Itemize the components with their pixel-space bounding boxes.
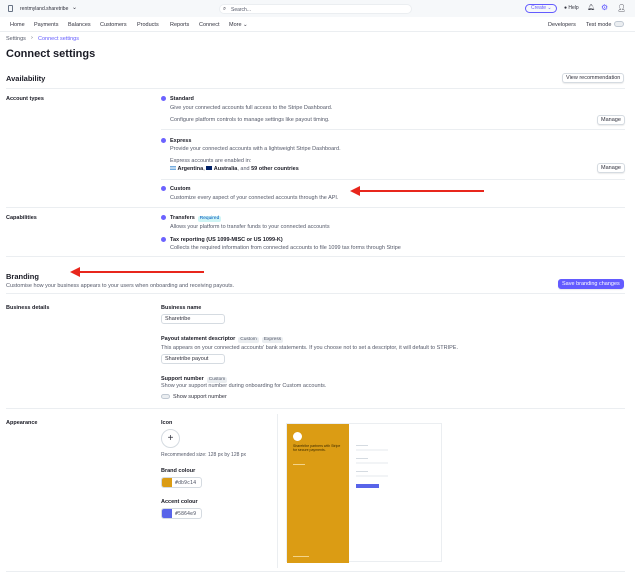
tax-desc: Collects the required information from c… bbox=[170, 245, 401, 251]
custom-badge: Custom bbox=[206, 377, 228, 383]
nav-customers[interactable]: Customers bbox=[100, 22, 127, 28]
brand-colour-input[interactable]: #db9c14 bbox=[161, 477, 202, 488]
business-details-label: Business details bbox=[6, 305, 50, 311]
custom-desc: Customize every aspect of your connected… bbox=[170, 195, 339, 201]
page-title: Connect settings bbox=[6, 48, 96, 60]
breadcrumb-current[interactable]: Connect settings bbox=[38, 36, 79, 42]
express-countries: Argentina, Australia, and 59 other count… bbox=[170, 166, 299, 172]
appearance-label: Appearance bbox=[6, 420, 38, 426]
create-button[interactable]: Create ⌄ bbox=[525, 4, 557, 13]
payout-desc: This appears on your connected accounts'… bbox=[161, 345, 458, 351]
business-name-label: Business name bbox=[161, 305, 202, 311]
brand-colour-label: Brand colour bbox=[161, 468, 196, 474]
divider bbox=[6, 293, 625, 294]
standard-title: Standard bbox=[170, 96, 194, 102]
account-switcher[interactable]: rentmyland.sharetribe bbox=[20, 6, 69, 12]
user-icon[interactable]: 👤︎ bbox=[617, 5, 626, 12]
nav-payments[interactable]: Payments bbox=[34, 22, 59, 28]
other-countries-link[interactable]: 59 other countries bbox=[251, 166, 299, 172]
support-label: Support number Custom bbox=[161, 376, 228, 383]
custom-badge: Custom bbox=[238, 337, 259, 343]
required-badge: Required bbox=[197, 216, 222, 222]
brand-colour-swatch bbox=[162, 478, 172, 487]
check-icon bbox=[161, 96, 166, 101]
test-mode-toggle[interactable] bbox=[614, 21, 624, 27]
test-mode-label: Test mode bbox=[586, 22, 612, 28]
divider bbox=[6, 207, 625, 208]
express-manage-button[interactable]: Manage bbox=[597, 163, 625, 173]
express-enabled-in: Express accounts are enabled in: bbox=[170, 158, 252, 164]
chevron-down-icon: ⌄ bbox=[72, 5, 78, 11]
availability-title: Availability bbox=[6, 74, 46, 83]
argentina-flag-icon bbox=[170, 166, 176, 170]
accent-colour-input[interactable]: #5864e9 bbox=[161, 508, 202, 519]
transfers-title: Transfers Required bbox=[170, 215, 222, 222]
preview-logo-icon bbox=[293, 432, 302, 441]
business-name-input[interactable]: Sharetribe bbox=[161, 314, 225, 324]
onboarding-preview: Sharetribe partners with Stripe for secu… bbox=[286, 423, 442, 563]
search-icon: ⌕ bbox=[223, 6, 227, 12]
express-title: Express bbox=[170, 138, 192, 144]
help-button[interactable]: ● Help bbox=[564, 5, 579, 11]
annotation-arrow bbox=[350, 186, 484, 196]
payout-label: Payout statement descriptor Custom Express bbox=[161, 336, 284, 343]
accent-colour-label: Accent colour bbox=[161, 499, 198, 505]
breadcrumb-settings[interactable]: Settings bbox=[6, 36, 26, 42]
custom-title: Custom bbox=[170, 186, 191, 192]
transfers-desc: Allows your platform to transfer funds t… bbox=[170, 224, 330, 230]
gear-icon[interactable]: ⚙ bbox=[601, 3, 609, 12]
icon-label: Icon bbox=[161, 420, 173, 426]
standard-desc2: Configure platform controls to manage se… bbox=[170, 117, 330, 123]
check-icon bbox=[161, 186, 166, 191]
accent-colour-swatch bbox=[162, 509, 172, 518]
divider bbox=[161, 179, 625, 180]
branding-title: Branding bbox=[6, 272, 39, 281]
divider bbox=[6, 571, 625, 572]
top-bar: rentmyland.sharetribe ⌄ ⌕ Search... Crea… bbox=[0, 0, 635, 17]
branding-subtitle: Customise how your business appears to y… bbox=[6, 283, 235, 289]
icon-upload-button[interactable]: + bbox=[161, 429, 180, 448]
australia-flag-icon bbox=[206, 166, 213, 170]
check-icon bbox=[161, 215, 166, 220]
divider bbox=[6, 88, 625, 89]
nav-reports[interactable]: Reports bbox=[170, 22, 190, 28]
express-badge: Express bbox=[261, 337, 284, 343]
standard-desc: Give your connected accounts full access… bbox=[170, 105, 333, 111]
capabilities-label: Capabilities bbox=[6, 215, 37, 221]
preview-accent-button bbox=[356, 484, 379, 488]
bell-icon[interactable]: 🔔︎ bbox=[587, 5, 595, 11]
breadcrumb-chevron-icon: › bbox=[31, 35, 33, 41]
save-branding-button[interactable]: Save branding changes bbox=[558, 279, 624, 289]
divider bbox=[6, 256, 625, 257]
nav-developers[interactable]: Developers bbox=[548, 22, 576, 28]
support-toggle[interactable] bbox=[161, 394, 170, 399]
support-desc: Show your support number during onboardi… bbox=[161, 383, 327, 389]
preview-text: Sharetribe partners with Stripe for secu… bbox=[293, 444, 341, 452]
nav-home[interactable]: Home bbox=[10, 22, 25, 28]
preview-brand-panel: Sharetribe partners with Stripe for secu… bbox=[287, 424, 349, 563]
annotation-arrow bbox=[70, 267, 204, 277]
check-icon bbox=[161, 237, 166, 242]
view-recommendation-button[interactable]: View recommendation bbox=[562, 73, 625, 83]
payout-descriptor-input[interactable]: Sharetribe payout bbox=[161, 354, 225, 364]
standard-manage-button[interactable]: Manage bbox=[597, 115, 625, 125]
nav-more[interactable]: More ⌄ bbox=[229, 22, 248, 28]
divider bbox=[161, 129, 625, 130]
main-nav: Home Payments Balances Customers Product… bbox=[0, 17, 635, 32]
account-icon bbox=[8, 5, 13, 12]
support-toggle-label: Show support number bbox=[173, 394, 227, 400]
vertical-divider bbox=[277, 414, 278, 568]
nav-balances[interactable]: Balances bbox=[68, 22, 91, 28]
check-icon bbox=[161, 138, 166, 143]
search-input[interactable]: ⌕ Search... bbox=[219, 4, 412, 14]
tax-title: Tax reporting (US 1099-MISC or US 1099-K… bbox=[170, 237, 283, 243]
account-types-label: Account types bbox=[6, 96, 44, 102]
divider bbox=[6, 408, 625, 409]
icon-recommendation: Recommended size: 128 px by 128 px bbox=[161, 452, 247, 458]
nav-connect[interactable]: Connect bbox=[199, 22, 220, 28]
express-desc: Provide your connected accounts with a l… bbox=[170, 146, 341, 152]
nav-products[interactable]: Products bbox=[137, 22, 159, 28]
